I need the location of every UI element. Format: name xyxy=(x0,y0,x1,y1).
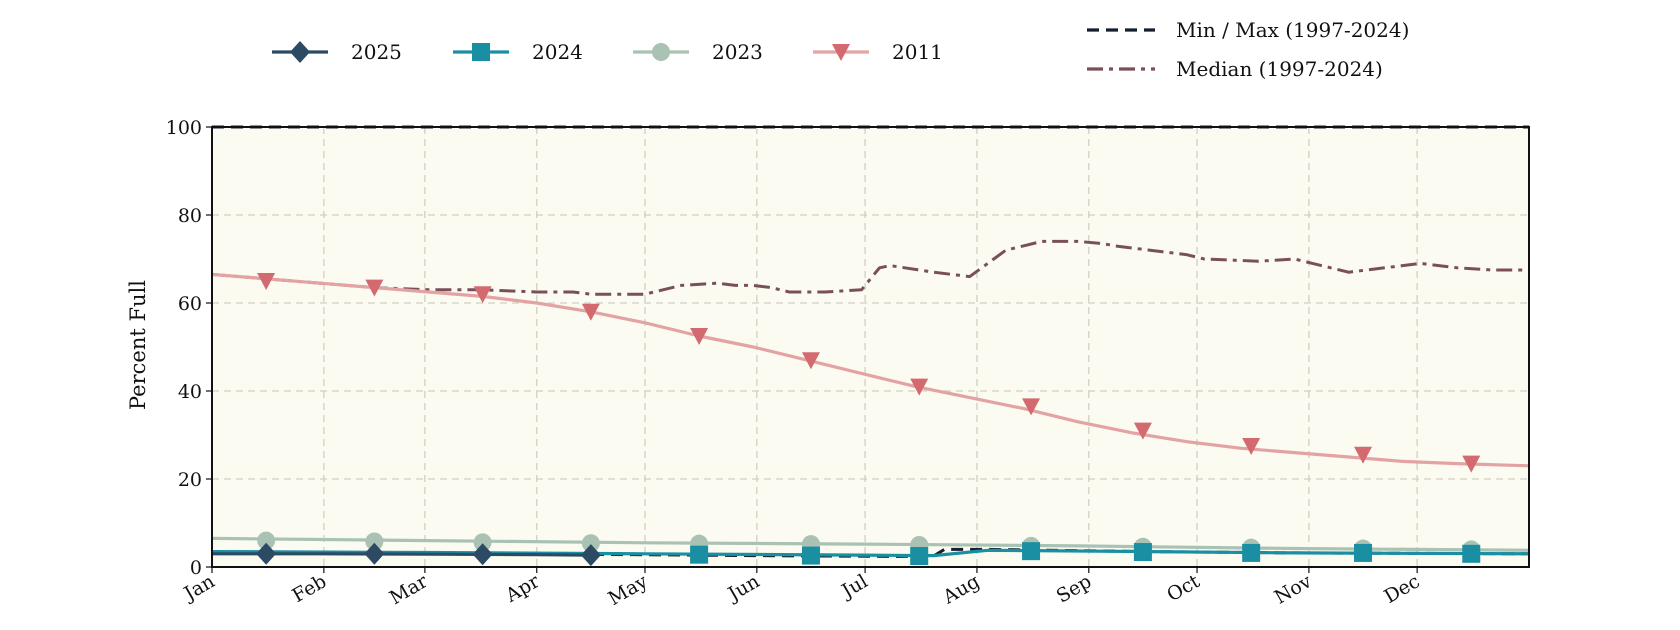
x-tick-label: Mar xyxy=(386,570,432,609)
marker-2023-3 xyxy=(581,534,600,553)
marker-2024-7 xyxy=(1022,542,1041,561)
legend-marker-2024 xyxy=(472,43,490,61)
x-tick-label: Dec xyxy=(1380,570,1423,608)
series-line-2025-5 xyxy=(212,552,591,557)
plot-background xyxy=(212,127,1529,567)
legend: 2025 2024 2023 2011 Min / Max (1997-2024) Med… xyxy=(272,18,1409,81)
x-tick-label: Sep xyxy=(1053,570,1096,607)
marker-2011-6 xyxy=(910,378,929,396)
marker-2023-2 xyxy=(473,533,492,552)
marker-2024-11 xyxy=(1462,544,1481,563)
legend-label-2025: 2025 xyxy=(351,40,402,64)
legend-label-ref-1: Median (1997-2024) xyxy=(1176,57,1383,81)
marker-2023-0 xyxy=(257,531,276,550)
x-tick-label: Nov xyxy=(1271,570,1316,609)
marker-2024-9 xyxy=(1242,543,1261,562)
marker-2024-4 xyxy=(690,545,709,564)
marker-2011-10 xyxy=(1354,446,1373,464)
marker-2011-11 xyxy=(1462,455,1481,473)
y-tick-label: 80 xyxy=(178,205,202,227)
y-tick-label: 0 xyxy=(190,557,202,579)
marker-2024-8 xyxy=(1133,543,1152,562)
y-tick-label: 40 xyxy=(178,381,202,403)
x-tick-label: May xyxy=(605,570,652,610)
marker-2023-1 xyxy=(365,532,384,551)
x-tick-label: Jan xyxy=(179,570,219,606)
legend-label-2011: 2011 xyxy=(892,40,943,64)
marker-2011-4 xyxy=(690,328,709,345)
y-tick-label: 100 xyxy=(166,117,202,139)
plot-frame xyxy=(211,126,1530,568)
legend-marker-2011 xyxy=(832,44,850,61)
legend-marker-2025 xyxy=(290,41,310,63)
series-line-2023-3 xyxy=(211,536,1530,552)
marker-2011-2 xyxy=(473,286,492,304)
marker-2025-1 xyxy=(364,542,385,565)
marker-2011-9 xyxy=(1242,438,1261,455)
legend-label-2024: 2024 xyxy=(532,40,583,64)
marker-2011-8 xyxy=(1133,422,1152,440)
marker-2024-10 xyxy=(1354,543,1373,562)
y-tick-label: 20 xyxy=(178,469,202,491)
marker-2024-5 xyxy=(801,546,820,565)
x-tick-label: Aug xyxy=(939,570,984,609)
legend-marker-2023 xyxy=(652,43,670,61)
x-tick-label: Apr xyxy=(501,570,544,607)
x-tick-label: Feb xyxy=(289,570,331,607)
marker-2011-3 xyxy=(581,303,600,321)
y-axis-label: Percent Full xyxy=(126,280,150,410)
x-tick-label: Jul xyxy=(836,570,871,603)
marker-2011-0 xyxy=(257,273,276,290)
marker-2024-6 xyxy=(910,547,929,565)
y-tick-label: 60 xyxy=(178,293,202,315)
marker-2011-5 xyxy=(801,352,820,370)
x-tick-label: Jun xyxy=(723,570,764,606)
marker-2025-3 xyxy=(580,544,601,567)
marker-2025-2 xyxy=(472,543,493,566)
marker-2011-7 xyxy=(1022,398,1041,416)
series-line-median-1997-2024--2 xyxy=(211,239,1529,296)
marker-2011-1 xyxy=(365,279,384,297)
x-tick-label: Oct xyxy=(1163,570,1204,606)
marker-2025-0 xyxy=(256,542,277,565)
series-line-2011-6 xyxy=(211,272,1530,468)
legend-label-2023: 2023 xyxy=(712,40,763,64)
legend-label-ref-0: Min / Max (1997-2024) xyxy=(1176,18,1409,42)
